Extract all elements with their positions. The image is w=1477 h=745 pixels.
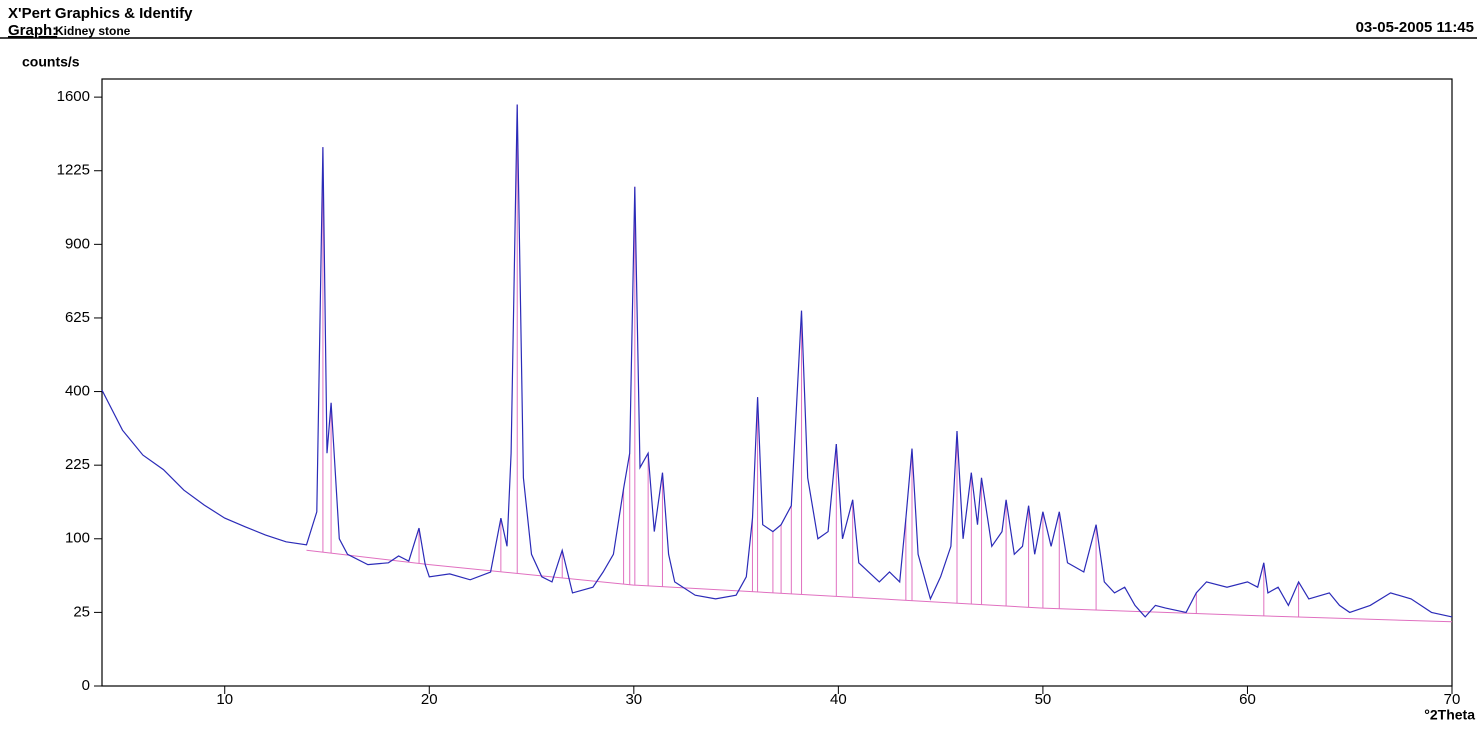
y-tick-label: 900: [65, 235, 90, 252]
y-tick-label: 100: [65, 530, 90, 547]
y-tick-label: 625: [65, 309, 90, 326]
y-tick-label: 225: [65, 456, 90, 473]
graph-name: Kidney stone: [55, 24, 131, 38]
x-tick-label: 50: [1035, 691, 1052, 708]
y-tick-label: 1225: [57, 162, 90, 179]
y-tick-label: 25: [73, 603, 90, 620]
x-tick-label: 70: [1444, 691, 1461, 708]
app-title: X'Pert Graphics & Identify: [8, 5, 193, 22]
graph-label: Graph:: [8, 22, 57, 39]
y-axis-label: counts/s: [22, 54, 80, 70]
y-tick-label: 400: [65, 383, 90, 400]
trace: [101, 104, 1453, 618]
x-tick-label: 30: [625, 691, 642, 708]
x-tick-label: 10: [216, 691, 233, 708]
x-tick-label: 40: [830, 691, 847, 708]
plot-frame: [101, 78, 1453, 687]
x-tick-label: 20: [421, 691, 438, 708]
x-axis-label: °2Theta: [1424, 707, 1475, 723]
x-tick-label: 60: [1239, 691, 1256, 708]
y-tick-label: 1600: [57, 88, 90, 105]
date: 03-05-2005 11:45: [1356, 19, 1474, 36]
y-tick-label: 0: [82, 677, 90, 694]
background-line: [306, 549, 1453, 623]
